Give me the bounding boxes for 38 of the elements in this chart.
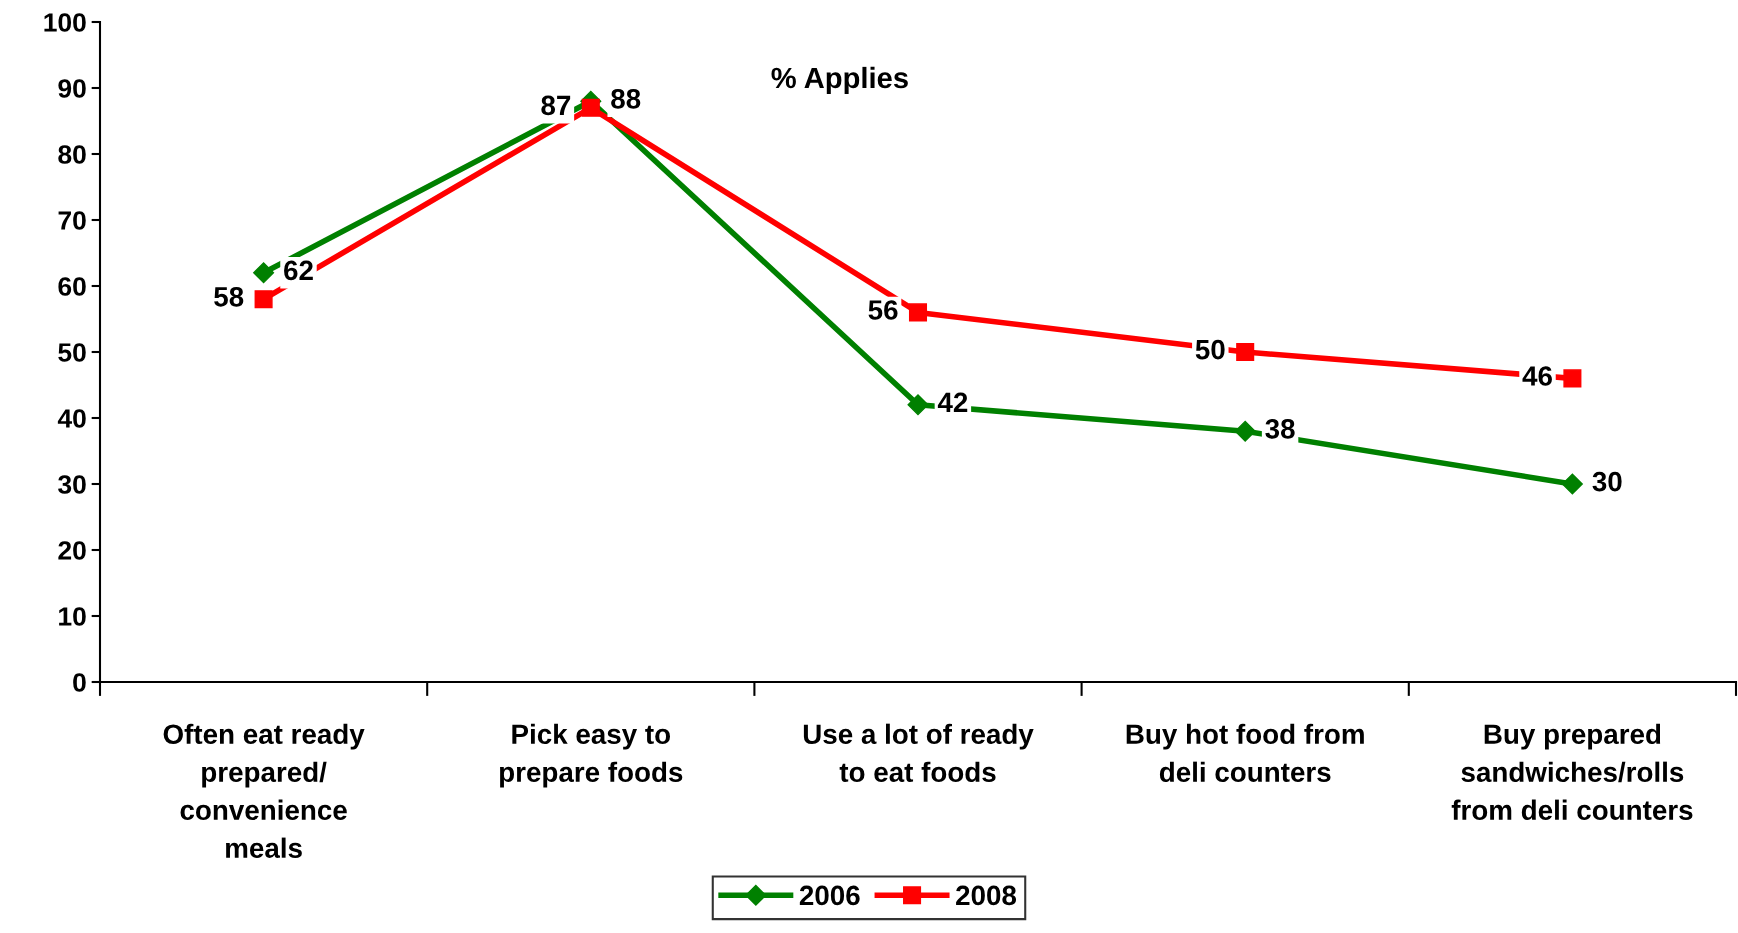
y-tick-label: 60 [58,277,86,296]
x-tick-label: Often eat ready prepared/ convenience meals [163,723,365,858]
point [908,303,928,322]
legend-label: 2006 [799,885,860,906]
y-tick-label: 10 [59,607,86,626]
data-label: 88 [611,88,641,109]
data-label: 30 [1592,471,1622,492]
point [1234,420,1256,442]
data-label: 50 [1195,339,1225,360]
y-tick-label: 0 [73,673,86,692]
point [254,290,273,309]
point [1236,342,1255,362]
data-label: 62 [284,260,313,281]
legend-label: 2008 [956,885,1017,906]
x-tick-label: Buy prepared sandwiches/rolls from deli counters [1451,723,1693,821]
data-label: 42 [937,392,968,412]
data-label: 56 [868,300,898,320]
point [581,98,600,117]
y-tick-label: 30 [58,475,86,494]
y-tick-label: 90 [58,79,86,98]
data-label: 38 [1265,418,1295,439]
data-label: 58 [214,286,244,307]
data-label: 87 [541,95,571,116]
point [1563,369,1582,388]
x-tick-label: Use a lot of ready to eat foods [803,723,1034,783]
x-tick-label: Buy hot food from deli counters [1126,723,1364,783]
point [1561,473,1583,495]
y-tick-label: 70 [58,211,86,230]
y-tick-label: 50 [58,343,86,362]
y-tick-label: 40 [57,409,86,428]
y-tick-label: 20 [58,541,86,560]
y-tick-label: 100 [44,13,86,32]
x-tick-label: Pick easy to prepare foods [500,723,683,788]
annotation: % Applies [771,66,908,95]
y-tick-label: 80 [58,145,86,164]
point [907,394,929,416]
point [253,262,275,284]
data-label: 46 [1522,366,1552,386]
